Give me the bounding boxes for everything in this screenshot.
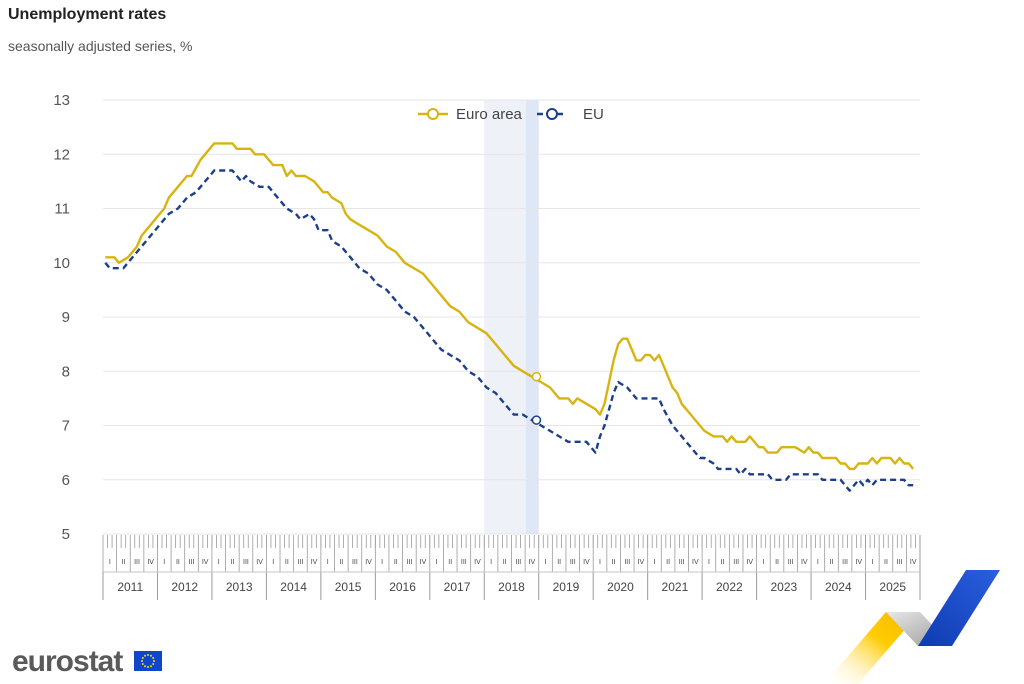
quarter-label: IV — [855, 559, 862, 566]
quarter-label: II — [339, 559, 343, 566]
eurostat-logo: eurostat — [12, 645, 123, 678]
quarter-label: III — [189, 559, 195, 566]
chart-subtitle: seasonally adjusted series, % — [8, 38, 193, 54]
quarter-label: IV — [420, 559, 427, 566]
quarter-label: III — [243, 559, 249, 566]
y-tick-label: 13 — [53, 92, 70, 109]
year-label: 2023 — [770, 580, 797, 594]
quarter-label: IV — [256, 559, 263, 566]
quarter-label: IV — [746, 559, 753, 566]
y-tick-label: 7 — [62, 418, 70, 435]
y-tick-label: 9 — [62, 309, 70, 326]
year-label: 2022 — [716, 580, 743, 594]
quarter-label: II — [612, 559, 616, 566]
year-label: 2019 — [553, 580, 580, 594]
quarter-label: I — [163, 559, 165, 566]
eu-point-marker — [531, 415, 542, 425]
year-label: 2012 — [171, 580, 198, 594]
y-tick-label: 12 — [53, 146, 70, 163]
quarter-label: III — [733, 559, 739, 566]
year-label: 2017 — [444, 580, 471, 594]
decorative-ribbon-graphic — [824, 570, 1000, 684]
year-label: 2015 — [335, 580, 362, 594]
quarter-label: II — [285, 559, 289, 566]
quarter-label: IV — [474, 559, 481, 566]
chart-title: Unemployment rates — [8, 6, 167, 23]
quarter-label: I — [871, 559, 873, 566]
y-tick-label: 11 — [54, 201, 70, 218]
quarter-label: II — [557, 559, 561, 566]
eu-series-line — [104, 169, 914, 492]
quarter-label: III — [624, 559, 630, 566]
eu-flag-icon — [134, 651, 162, 671]
quarter-label: IV — [692, 559, 699, 566]
quarter-label: II — [394, 559, 398, 566]
quarter-label: II — [448, 559, 452, 566]
quarter-label: IV — [365, 559, 372, 566]
euro-area-series-line — [105, 142, 915, 471]
quarter-label: III — [788, 559, 794, 566]
euro-area-point-marker — [531, 371, 542, 382]
quarter-label: IV — [147, 559, 154, 566]
quarter-label: III — [298, 559, 304, 566]
y-tick-label: 6 — [62, 472, 70, 489]
year-label: 2014 — [280, 580, 307, 594]
legend-marker-euro-area — [427, 108, 439, 120]
legend-label: EU — [583, 106, 604, 123]
year-label: 2011 — [117, 580, 143, 594]
quarter-label: II — [721, 559, 725, 566]
quarter-label: II — [666, 559, 670, 566]
quarter-label: III — [352, 559, 358, 566]
quarter-label: II — [884, 559, 888, 566]
y-tick-label: 8 — [62, 363, 70, 380]
year-label: 2013 — [226, 580, 253, 594]
quarter-label: I — [272, 559, 274, 566]
quarter-label: III — [842, 559, 848, 566]
legend-label: Euro area — [456, 106, 523, 123]
quarter-label: IV — [311, 559, 318, 566]
quarter-label: II — [176, 559, 180, 566]
quarter-label: IV — [801, 559, 808, 566]
quarter-label: II — [503, 559, 507, 566]
quarter-label: I — [599, 559, 601, 566]
legend-marker-eu — [546, 108, 558, 120]
year-label: 2016 — [389, 580, 416, 594]
quarter-label: III — [679, 559, 685, 566]
quarter-label: I — [762, 559, 764, 566]
quarter-label: I — [653, 559, 655, 566]
quarter-label: II — [775, 559, 779, 566]
quarter-label: I — [545, 559, 547, 566]
quarter-label: III — [515, 559, 521, 566]
y-tick-label: 10 — [53, 255, 70, 272]
quarter-label: I — [109, 559, 111, 566]
quarter-label: III — [461, 559, 467, 566]
quarter-label: I — [708, 559, 710, 566]
quarter-label: III — [134, 559, 140, 566]
quarter-label: IV — [202, 559, 209, 566]
year-label: 2021 — [662, 580, 689, 594]
quarter-label: I — [327, 559, 329, 566]
year-label: 2024 — [825, 580, 852, 594]
quarter-label: I — [436, 559, 438, 566]
year-label: 2020 — [607, 580, 634, 594]
y-tick-label: 5 — [62, 526, 70, 543]
quarter-label: II — [121, 559, 125, 566]
quarter-label: IV — [529, 559, 536, 566]
year-label: 2018 — [498, 580, 525, 594]
quarter-label: I — [381, 559, 383, 566]
quarter-label: I — [490, 559, 492, 566]
quarter-label: III — [897, 559, 903, 566]
quarter-label: I — [218, 559, 220, 566]
quarter-label: III — [570, 559, 576, 566]
quarter-label: IV — [583, 559, 590, 566]
quarter-label: IV — [638, 559, 645, 566]
quarter-label: IV — [910, 559, 917, 566]
quarter-label: III — [406, 559, 412, 566]
quarter-label: II — [230, 559, 234, 566]
quarter-label: II — [830, 559, 834, 566]
quarter-label: I — [817, 559, 819, 566]
year-label: 2025 — [879, 580, 906, 594]
